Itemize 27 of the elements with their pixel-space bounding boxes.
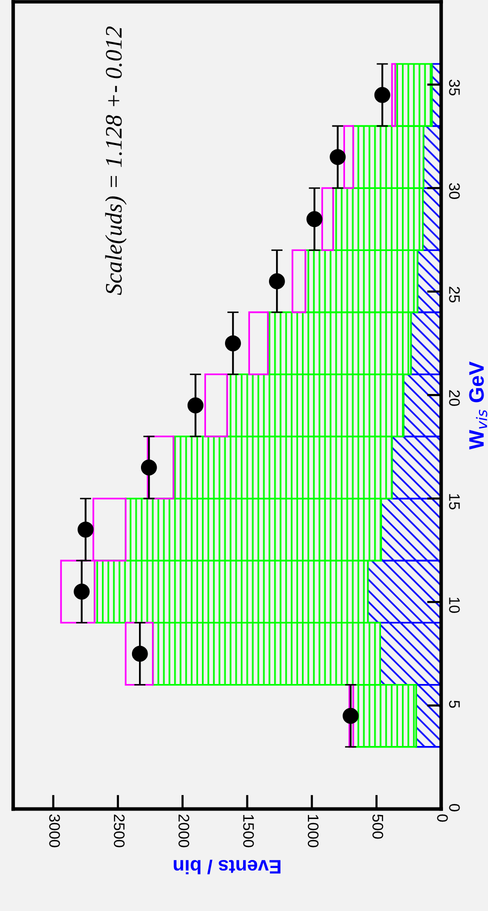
- y-tick-label: 35: [449, 80, 460, 96]
- x-tick-label: 3000: [49, 814, 60, 848]
- bar: [204, 374, 228, 438]
- x-tick-label: 2000: [178, 814, 190, 848]
- x-tick-label: 1500: [243, 814, 254, 848]
- bar: [146, 436, 174, 500]
- y-tick-label: 20: [449, 390, 460, 406]
- annotation: Scale(uds) = 1.128 +- 0.012: [105, 26, 127, 296]
- y-axis-title: W$_{vis}$ GeV: [469, 362, 488, 450]
- x-tick-label: 2500: [114, 814, 125, 848]
- y-tick-label: 5: [449, 700, 460, 708]
- x-axis-title: Events / bin: [174, 860, 280, 874]
- bar: [248, 311, 269, 376]
- y-tick-label: 10: [449, 598, 460, 613]
- x-tick-label: 500: [372, 814, 384, 839]
- y-tick-label: 15: [449, 494, 460, 510]
- bar: [391, 63, 396, 127]
- y-tick-label: 30: [449, 183, 460, 199]
- x-tick-label: 0: [437, 814, 448, 822]
- y-tick-label: 25: [449, 286, 460, 302]
- bar: [348, 684, 354, 748]
- x-tick-label: 1000: [308, 814, 319, 848]
- bar: [343, 125, 354, 189]
- bar: [321, 187, 334, 252]
- bar: [292, 249, 306, 314]
- y-tick-label: 0: [449, 804, 460, 812]
- bar: [124, 622, 154, 686]
